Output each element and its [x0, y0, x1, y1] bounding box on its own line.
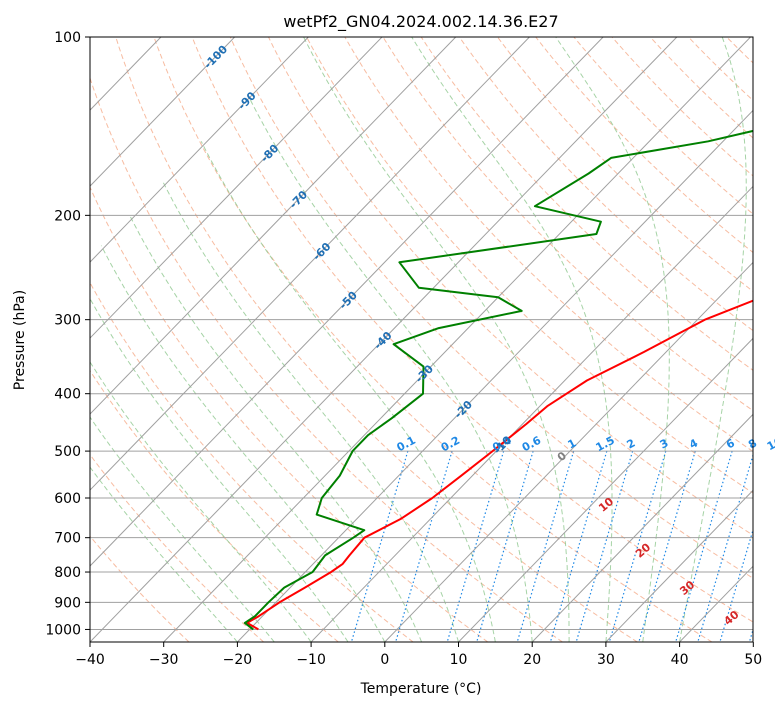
x-tick-label: −20 [223, 652, 253, 668]
y-tick-label: 600 [54, 491, 81, 507]
y-axis-label: Pressure (hPa) [12, 290, 28, 390]
x-tick-label: 50 [744, 652, 762, 668]
x-tick-label: −30 [149, 652, 179, 668]
x-tick-label: 0 [380, 652, 389, 668]
x-tick-label: 20 [523, 652, 541, 668]
y-tick-label: 800 [54, 565, 81, 581]
y-tick-label: 900 [54, 595, 81, 611]
chart-title: wetPf2_GN04.2024.002.14.36.E27 [283, 12, 558, 32]
y-tick-label: 300 [54, 313, 81, 329]
y-tick-label: 700 [54, 531, 81, 547]
y-tick-label: 400 [54, 387, 81, 403]
y-tick-label: 200 [54, 208, 81, 224]
x-tick-label: 40 [671, 652, 689, 668]
x-tick-label: 30 [597, 652, 615, 668]
y-tick-label: 1000 [45, 622, 81, 638]
x-axis-label: Temperature (°C) [360, 681, 482, 697]
y-tick-label: 500 [54, 444, 81, 460]
x-tick-label: 10 [450, 652, 468, 668]
x-tick-label: −10 [296, 652, 326, 668]
x-tick-label: −40 [75, 652, 105, 668]
y-tick-label: 100 [54, 30, 81, 46]
